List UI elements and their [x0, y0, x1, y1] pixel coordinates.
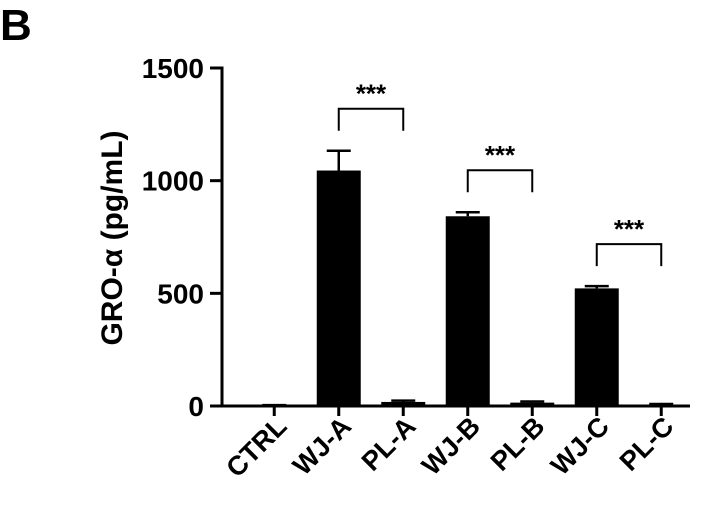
y-axis: 0 500 1000 1500 — [142, 53, 224, 422]
significance-label: *** — [356, 79, 387, 109]
x-category-label: PL-B — [485, 411, 551, 477]
x-category-label: CTRL — [220, 411, 292, 483]
bar — [445, 216, 490, 406]
significance-bracket — [595, 243, 663, 267]
y-tick-label: 1000 — [142, 166, 204, 197]
bar — [510, 402, 555, 406]
significance-bracket — [337, 107, 405, 131]
y-tick-label: 1500 — [142, 53, 204, 84]
x-category-label: PL-C — [614, 411, 680, 477]
panel-letter: B — [0, 1, 32, 50]
bars — [252, 170, 684, 406]
significance-brackets: *** *** *** — [337, 79, 663, 267]
y-tick-label: 0 — [188, 391, 204, 422]
bar — [381, 401, 426, 406]
x-category-label: PL-A — [356, 411, 422, 477]
x-category-label: WJ-A — [287, 411, 357, 481]
significance-bracket — [466, 169, 534, 193]
x-category-label: WJ-C — [545, 411, 615, 481]
x-category-label: WJ-B — [416, 411, 486, 481]
bar — [639, 404, 684, 406]
significance-label: *** — [485, 140, 516, 170]
x-axis — [220, 404, 690, 416]
bar — [316, 170, 361, 406]
bar — [574, 288, 619, 406]
error-bars — [262, 149, 674, 407]
y-tick-label: 500 — [157, 278, 204, 309]
y-axis-title: GRO-α (pg/mL) — [96, 130, 129, 345]
significance-label: *** — [614, 214, 645, 244]
